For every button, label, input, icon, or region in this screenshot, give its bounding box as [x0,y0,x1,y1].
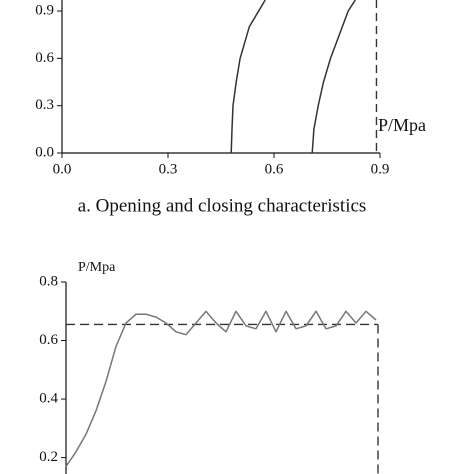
y-tick-label: 0.8 [39,273,58,289]
y-tick-label: 0.0 [35,144,54,160]
axis-label: P/Mpa [378,115,426,135]
y-tick-label: 0.3 [35,97,54,113]
caption: a. Opening and closing characteristics [78,195,367,216]
x-tick-label: 0.0 [53,161,72,177]
x-tick-label: 0.9 [371,161,390,177]
y-tick-label: 0.6 [39,332,58,348]
y-tick-label: 0.9 [35,2,54,18]
y-tick-label: 0.4 [39,391,58,407]
data-line [311,0,356,154]
data-line [65,310,377,467]
axis-label: P/Mpa [78,260,116,275]
y-tick-label: 0.2 [39,449,58,465]
x-tick-label: 0.3 [159,161,178,177]
y-tick-label: 0.6 [35,50,54,66]
data-line [230,0,266,154]
x-tick-label: 0.6 [265,161,284,177]
